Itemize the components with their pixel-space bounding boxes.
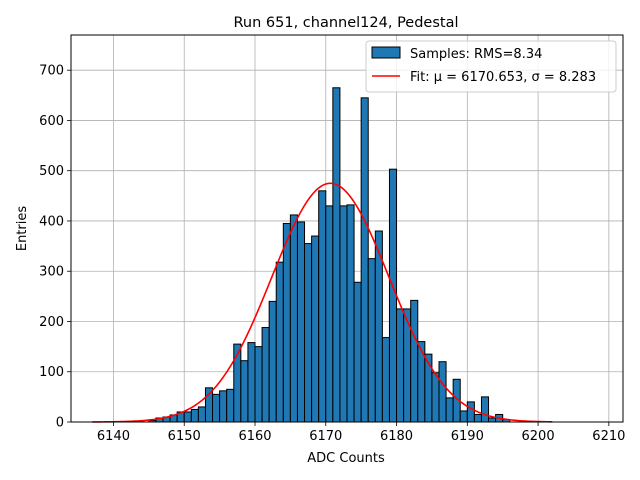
histogram-bar bbox=[396, 308, 405, 423]
y-tick-label: 500 bbox=[39, 164, 64, 179]
histogram-bar bbox=[431, 372, 440, 423]
x-tick-label: 6210 bbox=[592, 429, 625, 444]
y-tick-label: 600 bbox=[39, 114, 64, 129]
histogram-bar bbox=[318, 190, 327, 423]
fit-curve bbox=[92, 182, 553, 423]
histogram-bar bbox=[268, 300, 277, 423]
histogram-bar bbox=[304, 243, 313, 423]
y-tick-label: 200 bbox=[39, 315, 64, 330]
x-tick-label: 6200 bbox=[522, 429, 555, 444]
histogram-bar bbox=[275, 261, 284, 423]
x-axis-ticks: 6140 6150 6160 6170 6180 6190 6200 6210 bbox=[97, 422, 625, 444]
x-tick-label: 6140 bbox=[97, 429, 130, 444]
x-tick-label: 6160 bbox=[238, 429, 271, 444]
histogram-bar bbox=[488, 417, 497, 423]
y-axis-ticks: 0 100 200 300 400 500 600 700 bbox=[39, 64, 71, 431]
histogram-bar bbox=[346, 204, 355, 423]
legend-fit-label: Fit: μ = 6170.653, σ = 8.283 bbox=[410, 70, 596, 85]
histogram-bar bbox=[410, 299, 419, 423]
histogram-bars bbox=[148, 87, 511, 423]
histogram-bar bbox=[311, 235, 320, 423]
histogram-bar bbox=[438, 361, 447, 423]
x-axis-label: ADC Counts bbox=[307, 451, 385, 466]
histogram-bar bbox=[480, 396, 490, 423]
histogram-bar bbox=[190, 408, 199, 423]
histogram-bar bbox=[466, 401, 475, 423]
histogram-bar bbox=[388, 168, 398, 423]
histogram-bar bbox=[282, 222, 291, 423]
x-tick-label: 6150 bbox=[168, 429, 201, 444]
histogram-bar bbox=[367, 258, 376, 423]
histogram-bar bbox=[289, 214, 298, 423]
histogram-bar bbox=[219, 390, 228, 423]
chart-title: Run 651, channel124, Pedestal bbox=[233, 15, 458, 31]
histogram-bar bbox=[240, 360, 249, 423]
histogram-bar bbox=[332, 87, 341, 423]
y-tick-label: 400 bbox=[39, 214, 64, 229]
histogram-bar bbox=[325, 205, 334, 423]
legend-histogram-swatch bbox=[371, 46, 401, 59]
x-tick-label: 6180 bbox=[380, 429, 413, 444]
y-axis-label: Entries bbox=[15, 206, 30, 252]
histogram-bar bbox=[353, 281, 362, 423]
x-tick-label: 6170 bbox=[309, 429, 342, 444]
histogram-bar bbox=[254, 346, 263, 423]
histogram-bar bbox=[339, 205, 348, 423]
legend-histogram-label: Samples: RMS=8.34 bbox=[410, 47, 542, 62]
histogram-bar bbox=[261, 327, 270, 423]
histogram-bar bbox=[212, 393, 221, 423]
legend-box bbox=[365, 40, 617, 93]
histogram-bar bbox=[197, 406, 206, 423]
x-tick-label: 6190 bbox=[451, 429, 484, 444]
histogram-bar bbox=[360, 97, 369, 423]
histogram-bar bbox=[226, 388, 235, 423]
legend: Samples: RMS=8.34 Fit: μ = 6170.653, σ =… bbox=[365, 40, 617, 93]
histogram-bar bbox=[381, 337, 390, 423]
histogram-bar bbox=[459, 410, 468, 423]
histogram-bar bbox=[183, 411, 192, 423]
y-tick-label: 100 bbox=[39, 365, 64, 380]
y-tick-label: 700 bbox=[39, 64, 64, 79]
y-tick-label: 0 bbox=[56, 416, 64, 431]
histogram-bar bbox=[247, 342, 256, 423]
histogram-bar bbox=[473, 413, 482, 423]
plot-frame bbox=[70, 34, 624, 423]
y-tick-label: 300 bbox=[39, 265, 64, 280]
histogram-bar bbox=[445, 397, 454, 423]
histogram-bar bbox=[296, 221, 306, 423]
